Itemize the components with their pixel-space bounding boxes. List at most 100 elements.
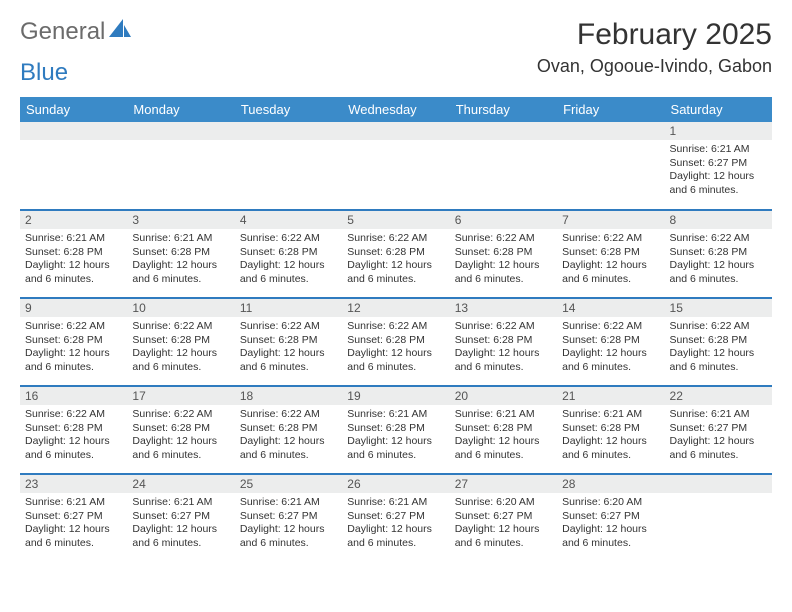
day-detail: Sunrise: 6:22 AMSunset: 6:28 PMDaylight:… xyxy=(20,317,127,381)
week-row: 2Sunrise: 6:21 AMSunset: 6:28 PMDaylight… xyxy=(20,210,772,298)
col-friday: Friday xyxy=(557,97,664,122)
sunset-text: Sunset: 6:28 PM xyxy=(347,246,444,260)
daylight-text: Daylight: 12 hours and 6 minutes. xyxy=(347,347,444,374)
day-number: 1 xyxy=(665,122,772,140)
daylight-text: Daylight: 12 hours and 6 minutes. xyxy=(670,435,767,462)
sunset-text: Sunset: 6:28 PM xyxy=(240,246,337,260)
day-detail: Sunrise: 6:21 AMSunset: 6:28 PMDaylight:… xyxy=(450,405,557,469)
day-cell: 20Sunrise: 6:21 AMSunset: 6:28 PMDayligh… xyxy=(450,386,557,474)
day-detail: Sunrise: 6:20 AMSunset: 6:27 PMDaylight:… xyxy=(557,493,664,557)
sunset-text: Sunset: 6:28 PM xyxy=(670,246,767,260)
day-number: 16 xyxy=(20,387,127,405)
sunset-text: Sunset: 6:28 PM xyxy=(455,422,552,436)
day-number: 14 xyxy=(557,299,664,317)
day-detail: Sunrise: 6:21 AMSunset: 6:28 PMDaylight:… xyxy=(127,229,234,293)
sunset-text: Sunset: 6:28 PM xyxy=(132,334,229,348)
day-cell: 9Sunrise: 6:22 AMSunset: 6:28 PMDaylight… xyxy=(20,298,127,386)
day-cell: 26Sunrise: 6:21 AMSunset: 6:27 PMDayligh… xyxy=(342,474,449,562)
day-number: 15 xyxy=(665,299,772,317)
day-detail: Sunrise: 6:22 AMSunset: 6:28 PMDaylight:… xyxy=(342,317,449,381)
day-number: 5 xyxy=(342,211,449,229)
daylight-text: Daylight: 12 hours and 6 minutes. xyxy=(670,259,767,286)
sunrise-text: Sunrise: 6:22 AM xyxy=(562,320,659,334)
sunset-text: Sunset: 6:28 PM xyxy=(562,334,659,348)
daylight-text: Daylight: 12 hours and 6 minutes. xyxy=(240,259,337,286)
day-cell: 2Sunrise: 6:21 AMSunset: 6:28 PMDaylight… xyxy=(20,210,127,298)
sunrise-text: Sunrise: 6:21 AM xyxy=(240,496,337,510)
day-detail: Sunrise: 6:22 AMSunset: 6:28 PMDaylight:… xyxy=(665,317,772,381)
day-cell: 13Sunrise: 6:22 AMSunset: 6:28 PMDayligh… xyxy=(450,298,557,386)
day-detail: Sunrise: 6:21 AMSunset: 6:27 PMDaylight:… xyxy=(665,405,772,469)
day-number: 20 xyxy=(450,387,557,405)
day-detail: Sunrise: 6:22 AMSunset: 6:28 PMDaylight:… xyxy=(235,229,342,293)
sunset-text: Sunset: 6:27 PM xyxy=(240,510,337,524)
sunrise-text: Sunrise: 6:21 AM xyxy=(670,408,767,422)
logo: General xyxy=(20,18,133,46)
day-detail: Sunrise: 6:22 AMSunset: 6:28 PMDaylight:… xyxy=(342,229,449,293)
day-detail: Sunrise: 6:21 AMSunset: 6:27 PMDaylight:… xyxy=(342,493,449,557)
sunset-text: Sunset: 6:27 PM xyxy=(562,510,659,524)
sunset-text: Sunset: 6:28 PM xyxy=(132,246,229,260)
sunset-text: Sunset: 6:28 PM xyxy=(347,334,444,348)
daylight-text: Daylight: 12 hours and 6 minutes. xyxy=(455,347,552,374)
day-number: 23 xyxy=(20,475,127,493)
daylight-text: Daylight: 12 hours and 6 minutes. xyxy=(562,435,659,462)
sunset-text: Sunset: 6:27 PM xyxy=(25,510,122,524)
day-detail: Sunrise: 6:21 AMSunset: 6:28 PMDaylight:… xyxy=(342,405,449,469)
day-cell: 17Sunrise: 6:22 AMSunset: 6:28 PMDayligh… xyxy=(127,386,234,474)
day-detail: Sunrise: 6:21 AMSunset: 6:28 PMDaylight:… xyxy=(557,405,664,469)
daylight-text: Daylight: 12 hours and 6 minutes. xyxy=(455,435,552,462)
day-cell xyxy=(450,122,557,210)
day-cell: 10Sunrise: 6:22 AMSunset: 6:28 PMDayligh… xyxy=(127,298,234,386)
day-cell: 27Sunrise: 6:20 AMSunset: 6:27 PMDayligh… xyxy=(450,474,557,562)
week-row: 23Sunrise: 6:21 AMSunset: 6:27 PMDayligh… xyxy=(20,474,772,562)
daylight-text: Daylight: 12 hours and 6 minutes. xyxy=(670,170,767,197)
sunset-text: Sunset: 6:28 PM xyxy=(25,422,122,436)
sunrise-text: Sunrise: 6:22 AM xyxy=(25,408,122,422)
daylight-text: Daylight: 12 hours and 6 minutes. xyxy=(132,347,229,374)
title-block: February 2025 Ovan, Ogooue-Ivindo, Gabon xyxy=(537,18,772,77)
sunrise-text: Sunrise: 6:21 AM xyxy=(25,496,122,510)
sunrise-text: Sunrise: 6:21 AM xyxy=(455,408,552,422)
day-number: 13 xyxy=(450,299,557,317)
daylight-text: Daylight: 12 hours and 6 minutes. xyxy=(132,259,229,286)
day-number: 25 xyxy=(235,475,342,493)
daylight-text: Daylight: 12 hours and 6 minutes. xyxy=(25,523,122,550)
sunrise-text: Sunrise: 6:22 AM xyxy=(240,320,337,334)
week-row: 16Sunrise: 6:22 AMSunset: 6:28 PMDayligh… xyxy=(20,386,772,474)
day-number: 19 xyxy=(342,387,449,405)
daylight-text: Daylight: 12 hours and 6 minutes. xyxy=(25,435,122,462)
sunrise-text: Sunrise: 6:22 AM xyxy=(132,408,229,422)
col-thursday: Thursday xyxy=(450,97,557,122)
sunrise-text: Sunrise: 6:22 AM xyxy=(455,320,552,334)
day-number xyxy=(342,122,449,140)
day-cell: 22Sunrise: 6:21 AMSunset: 6:27 PMDayligh… xyxy=(665,386,772,474)
col-monday: Monday xyxy=(127,97,234,122)
sunrise-text: Sunrise: 6:21 AM xyxy=(347,496,444,510)
day-detail: Sunrise: 6:22 AMSunset: 6:28 PMDaylight:… xyxy=(557,229,664,293)
day-detail: Sunrise: 6:22 AMSunset: 6:28 PMDaylight:… xyxy=(235,405,342,469)
sunrise-text: Sunrise: 6:22 AM xyxy=(670,232,767,246)
week-row: 9Sunrise: 6:22 AMSunset: 6:28 PMDaylight… xyxy=(20,298,772,386)
day-number xyxy=(557,122,664,140)
sunset-text: Sunset: 6:28 PM xyxy=(132,422,229,436)
day-detail: Sunrise: 6:22 AMSunset: 6:28 PMDaylight:… xyxy=(665,229,772,293)
sunrise-text: Sunrise: 6:22 AM xyxy=(562,232,659,246)
sunrise-text: Sunrise: 6:20 AM xyxy=(455,496,552,510)
sunrise-text: Sunrise: 6:20 AM xyxy=(562,496,659,510)
day-cell: 19Sunrise: 6:21 AMSunset: 6:28 PMDayligh… xyxy=(342,386,449,474)
day-number xyxy=(127,122,234,140)
day-number: 18 xyxy=(235,387,342,405)
sunrise-text: Sunrise: 6:22 AM xyxy=(347,320,444,334)
day-cell xyxy=(235,122,342,210)
day-number: 6 xyxy=(450,211,557,229)
daylight-text: Daylight: 12 hours and 6 minutes. xyxy=(347,259,444,286)
sunset-text: Sunset: 6:28 PM xyxy=(25,334,122,348)
day-cell: 7Sunrise: 6:22 AMSunset: 6:28 PMDaylight… xyxy=(557,210,664,298)
sunset-text: Sunset: 6:27 PM xyxy=(455,510,552,524)
day-header-row: Sunday Monday Tuesday Wednesday Thursday… xyxy=(20,97,772,122)
daylight-text: Daylight: 12 hours and 6 minutes. xyxy=(240,347,337,374)
day-number xyxy=(235,122,342,140)
sunrise-text: Sunrise: 6:21 AM xyxy=(670,143,767,157)
daylight-text: Daylight: 12 hours and 6 minutes. xyxy=(455,259,552,286)
